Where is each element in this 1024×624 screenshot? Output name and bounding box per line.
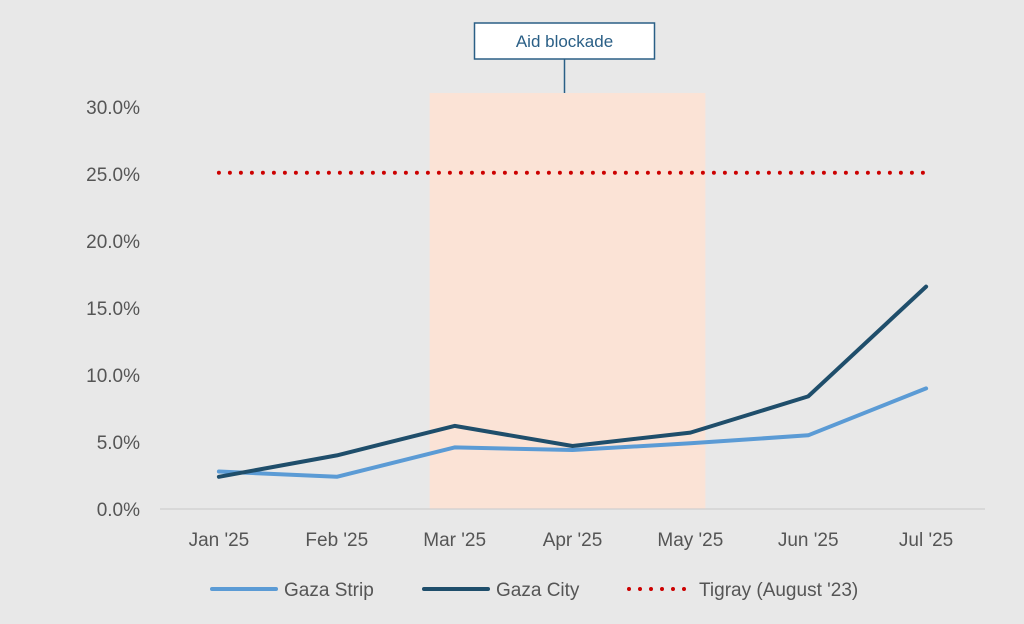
axis-layer: 0.0% 5.0% 10.0% 15.0% 20.0% 25.0% 30.0% Jan '25… [86, 98, 985, 551]
legend-label: Tigray (August '23) [699, 580, 858, 601]
annotation-box [473, 22, 656, 60]
x-tick-label: Feb '25 [305, 530, 368, 551]
y-tick-label: 25.0% [86, 165, 140, 186]
x-tick-label: Jun '25 [778, 530, 839, 551]
legend: Gaza Strip Gaza City Tigray (August '23) [210, 580, 858, 601]
y-tick-label: 20.0% [86, 232, 140, 253]
shade-layer [429, 93, 706, 509]
y-tick-label: 15.0% [86, 299, 140, 320]
annotation-layer: Aid blockade [473, 22, 656, 93]
x-tick-label: Mar '25 [423, 530, 486, 551]
y-tick-label: 30.0% [86, 98, 140, 119]
x-tick-label: Jan '25 [189, 530, 250, 551]
x-tick-label: May '25 [657, 530, 723, 551]
series-line-gaza-city [216, 284, 929, 479]
legend-label: Gaza City [496, 580, 580, 601]
x-tick-label: Apr '25 [543, 530, 603, 551]
y-tick-label: 0.0% [97, 500, 140, 521]
y-tick-label: 10.0% [86, 366, 140, 387]
x-tick-label: Jul '25 [899, 530, 953, 551]
y-tick-label: 5.0% [97, 433, 140, 454]
series-layer [216, 170, 929, 479]
annotation-label: Aid blockade [516, 32, 613, 51]
series-line-gaza-strip [216, 386, 929, 479]
aid-blockade-shade [429, 93, 706, 509]
legend-label: Gaza Strip [284, 580, 374, 601]
